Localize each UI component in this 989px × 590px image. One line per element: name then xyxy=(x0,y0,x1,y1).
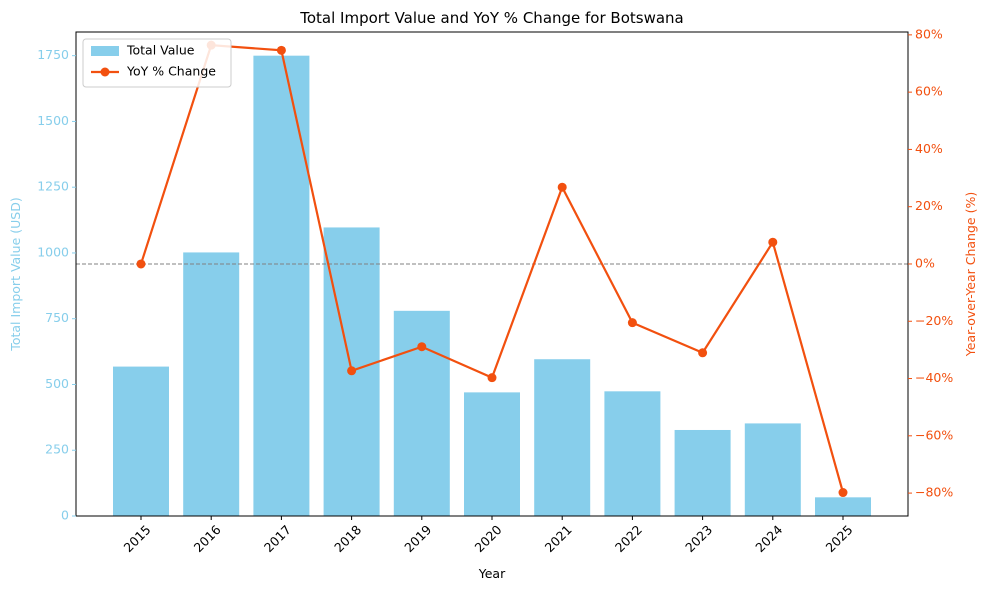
y-axis-left: 0 250 500 750 1000 1250 1500 1750 xyxy=(37,47,76,523)
yoy-point-2023 xyxy=(698,348,708,358)
legend-swatch-marker xyxy=(100,67,110,77)
bar-2021 xyxy=(534,359,591,516)
x-tick-label-2023: 2023 xyxy=(682,522,715,555)
y-right-tick-label: 0% xyxy=(915,255,935,270)
x-tick-label-2025: 2025 xyxy=(822,522,855,555)
yoy-point-2019 xyxy=(417,342,427,352)
y-left-tick-label: 500 xyxy=(45,376,69,391)
y-left-tick-label: 250 xyxy=(45,442,69,457)
bar-2016 xyxy=(183,252,240,517)
bar-2019 xyxy=(393,310,450,516)
legend-label-line: YoY % Change xyxy=(126,64,216,79)
bar-2015 xyxy=(113,366,169,516)
y-left-tick-label: 1250 xyxy=(37,179,69,194)
x-axis-title: Year xyxy=(478,566,506,581)
legend-box xyxy=(82,38,232,88)
y-left-tick-label: 1500 xyxy=(37,113,69,128)
y-right-tick-label: −80% xyxy=(915,485,953,500)
y-right-tick-label: 80% xyxy=(915,26,943,41)
yoy-point-2024 xyxy=(768,237,778,247)
y-left-tick-label: 0 xyxy=(61,508,69,523)
x-tick-label-2024: 2024 xyxy=(752,522,785,555)
y-axis-left-title: Total Import Value (USD) xyxy=(8,197,23,351)
bar-2020 xyxy=(464,392,520,516)
yoy-point-2020 xyxy=(487,373,497,383)
bar-series xyxy=(113,55,871,517)
bar-2023 xyxy=(674,429,731,516)
chart-title: Total Import Value and YoY % Change for … xyxy=(299,9,684,27)
y-right-tick-label: −20% xyxy=(915,313,953,328)
yoy-point-2015 xyxy=(136,259,146,269)
bar-2024 xyxy=(744,423,801,516)
y-right-tick-label: 40% xyxy=(915,141,943,156)
yoy-point-2017 xyxy=(276,45,286,55)
y-left-tick-label: 750 xyxy=(45,310,69,325)
bar-2017 xyxy=(253,55,310,516)
yoy-point-2018 xyxy=(347,366,357,376)
y-left-tick-label: 1000 xyxy=(37,244,69,259)
y-right-tick-label: −40% xyxy=(915,370,953,385)
x-axis: 2015 2016 2017 2018 2019 2020 2021 2022 2023 2024… xyxy=(120,516,856,555)
x-tick-label-2019: 2019 xyxy=(401,522,434,555)
y-left-tick-label: 1750 xyxy=(37,47,69,62)
y-right-tick-label: −60% xyxy=(915,427,953,442)
x-tick-label-2021: 2021 xyxy=(542,522,575,555)
x-tick-label-2020: 2020 xyxy=(471,522,504,555)
x-tick-label-2018: 2018 xyxy=(331,522,364,555)
bar-2025 xyxy=(815,497,871,516)
x-tick-label-2016: 2016 xyxy=(191,522,224,555)
y-axis-right-title: Year-over-Year Change (%) xyxy=(963,192,978,357)
yoy-point-2022 xyxy=(627,318,637,328)
yoy-point-2025 xyxy=(838,488,848,498)
y-axis-right: −80% −60% −40% −20% 0% 20% 40% 60% 80% xyxy=(908,26,953,500)
x-tick-label-2022: 2022 xyxy=(612,522,645,555)
yoy-point-2021 xyxy=(557,182,567,192)
y-right-tick-label: 20% xyxy=(915,198,943,213)
bar-2022 xyxy=(604,391,661,516)
x-tick-label-2017: 2017 xyxy=(261,522,294,555)
yoy-line-series xyxy=(136,40,848,498)
legend-label-bar: Total Value xyxy=(126,43,195,58)
legend-swatch-bar xyxy=(91,46,119,56)
x-tick-label-2015: 2015 xyxy=(120,522,153,555)
y-right-tick-label: 60% xyxy=(915,84,943,99)
legend: Total Value YoY % Change xyxy=(82,38,232,88)
